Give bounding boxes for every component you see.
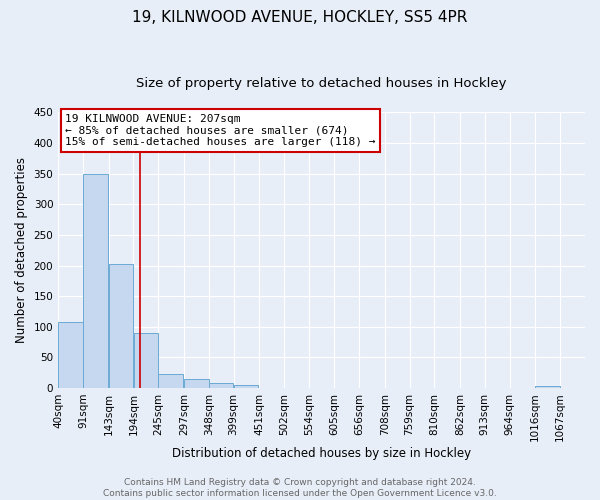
Bar [209, 383, 233, 388]
Bar [158, 374, 183, 388]
Text: Contains HM Land Registry data © Crown copyright and database right 2024.
Contai: Contains HM Land Registry data © Crown c… [103, 478, 497, 498]
Text: 19, KILNWOOD AVENUE, HOCKLEY, SS5 4PR: 19, KILNWOOD AVENUE, HOCKLEY, SS5 4PR [133, 10, 467, 25]
Bar [83, 174, 108, 388]
Text: 19 KILNWOOD AVENUE: 207sqm
← 85% of detached houses are smaller (674)
15% of sem: 19 KILNWOOD AVENUE: 207sqm ← 85% of deta… [65, 114, 376, 147]
Bar [58, 322, 83, 388]
Bar [109, 264, 133, 388]
Bar [184, 379, 209, 388]
Bar [535, 386, 560, 388]
Bar [134, 333, 158, 388]
Bar [234, 385, 259, 388]
Y-axis label: Number of detached properties: Number of detached properties [15, 157, 28, 343]
X-axis label: Distribution of detached houses by size in Hockley: Distribution of detached houses by size … [172, 447, 471, 460]
Title: Size of property relative to detached houses in Hockley: Size of property relative to detached ho… [136, 78, 507, 90]
